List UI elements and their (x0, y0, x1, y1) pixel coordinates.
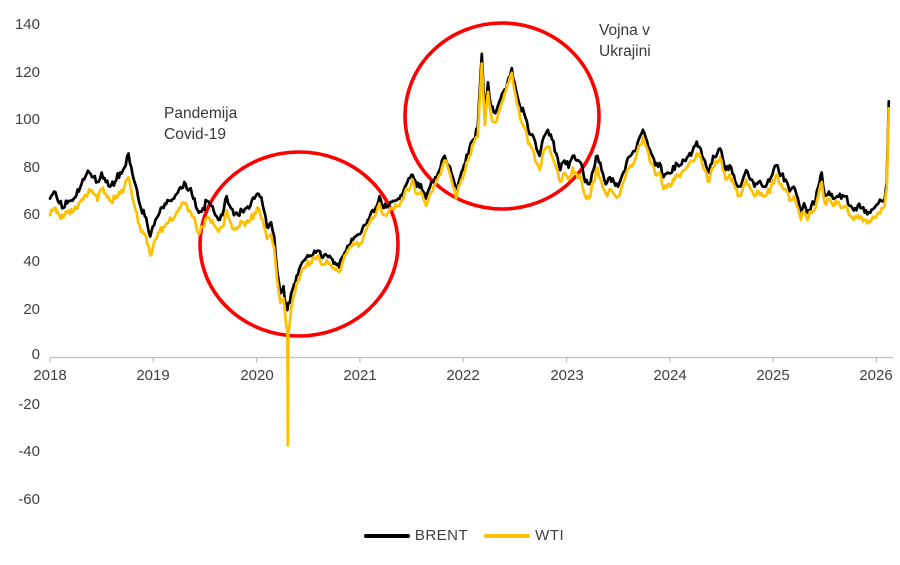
y-tick-neg60: -60 (18, 491, 40, 508)
x-tick-2020: 2020 (240, 367, 274, 384)
x-tick-2024: 2024 (653, 367, 687, 384)
x-tick-2022: 2022 (446, 367, 480, 384)
x-tick-2018: 2018 (33, 367, 67, 384)
x-tick-2023: 2023 (550, 367, 584, 384)
brent-legend-label: BRENT (414, 527, 469, 544)
wti-line (48, 62, 891, 447)
x-tick-2021: 2021 (343, 367, 377, 384)
y-tick-120: 120 (14, 64, 40, 81)
y-tick-neg20: -20 (18, 396, 40, 413)
y-tick-140: 140 (14, 16, 40, 33)
wti-legend-label: WTI (535, 527, 565, 544)
brent-line (48, 52, 891, 312)
x-tick-2019: 2019 (136, 367, 170, 384)
y-tick-0: 0 (31, 346, 40, 363)
brent-line-swatch (363, 533, 410, 538)
y-tick-80: 80 (23, 159, 40, 176)
legend-item-wti: WTI (484, 527, 564, 544)
y-tick-60: 60 (23, 206, 40, 223)
y-tick-100: 100 (14, 111, 40, 128)
annotation-covid: Pandemija Covid-19 (164, 105, 238, 143)
y-tick-40: 40 (23, 253, 40, 270)
legend-item-brent: BRENT (363, 527, 469, 544)
annotation-ukraine-war: Vojna v Ukrajini (599, 22, 651, 60)
x-tick-2025: 2025 (756, 367, 790, 384)
highlight-circle-covid-crash-2020 (198, 150, 400, 338)
x-tick-2026: 2026 (859, 367, 893, 384)
y-tick-20: 20 (23, 301, 40, 318)
legend: BRENT WTI (0, 527, 900, 544)
highlight-circle-ukraine-war-2022 (403, 21, 601, 211)
wti-line-swatch (484, 533, 531, 538)
y-tick-neg40: -40 (18, 443, 40, 460)
